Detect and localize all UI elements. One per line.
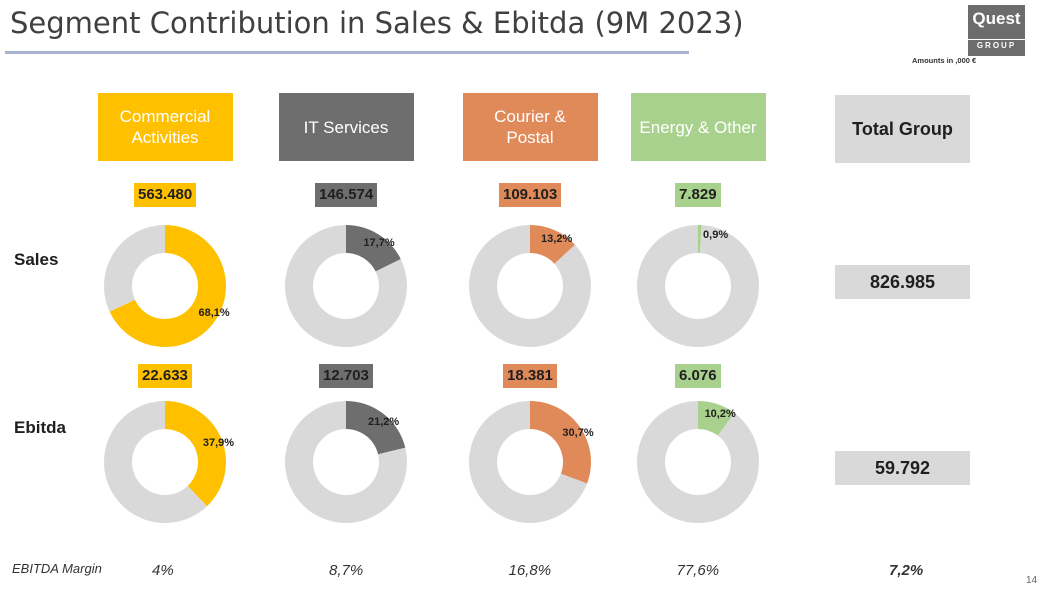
- segment-ebitda-margin: 16,8%: [508, 562, 552, 579]
- segment-header-line: Commercial: [119, 107, 211, 126]
- donut-chart: [637, 225, 759, 347]
- donut-chart: [637, 401, 759, 523]
- donut-rest-slice: [637, 401, 759, 523]
- donut-rest-slice: [103, 401, 208, 523]
- segment-ebitda-margin: 77,6%: [676, 562, 720, 579]
- total-group-header: Total Group: [835, 95, 970, 163]
- donut-share-slice: [698, 225, 702, 254]
- row-label-margin: EBITDA Margin: [12, 561, 102, 576]
- quest-logo: Quest GROUP: [968, 5, 1025, 56]
- donut-rest-slice: [637, 225, 759, 347]
- title-underline: [5, 51, 689, 54]
- segment-header-line: Courier &: [494, 107, 566, 126]
- donut-chart: [285, 225, 407, 347]
- amounts-note: Amounts in ,000 €: [912, 56, 977, 65]
- segment-ebitda-margin: 4%: [152, 562, 174, 579]
- donut-share-slice: [530, 225, 575, 264]
- segment-header-line: Activities: [131, 128, 199, 147]
- segment-header: Energy & Other: [630, 93, 766, 161]
- segment-value-label: 18.381: [503, 364, 557, 388]
- segment-share-label: 37,9%: [202, 437, 235, 450]
- segment-value-label: 6.076: [675, 364, 721, 388]
- logo-name: Quest: [972, 9, 1021, 28]
- donut-rest-slice: [285, 401, 407, 523]
- segment-share-label: 0,9%: [703, 229, 729, 242]
- donut-share-slice: [346, 225, 401, 272]
- donut-chart: [103, 401, 226, 523]
- row-label-ebitda: Ebitda: [14, 418, 66, 437]
- segment-header-label: Commercial Activities: [120, 106, 211, 148]
- page-title: Segment Contribution in Sales & Ebitda (…: [10, 6, 744, 40]
- segment-value-label: 146.574: [315, 183, 378, 207]
- total-ebitda-value: 59.792: [835, 451, 970, 485]
- segment-value-label: 109.103: [499, 183, 562, 207]
- segment-header-line: Energy & Other: [639, 117, 757, 137]
- logo-sub: GROUP: [968, 39, 1025, 51]
- donut-chart: [104, 225, 226, 347]
- total-margin-value: 7,2%: [889, 562, 924, 579]
- segment-share-label: 68,1%: [198, 307, 230, 320]
- segment-header-line: Postal: [506, 128, 554, 147]
- segment-share-label: 30,7%: [562, 426, 594, 439]
- donut-share-slice: [346, 401, 406, 455]
- donut-chart: [469, 225, 591, 347]
- segment-value-label: 7.829: [675, 183, 721, 207]
- segment-share-label: 17,7%: [363, 236, 395, 249]
- segment-value-label: 12.703: [319, 364, 373, 388]
- segment-share-label: 21,2%: [368, 415, 400, 428]
- donut-rest-slice: [469, 401, 588, 523]
- segment-header-line: IT Services: [303, 117, 389, 137]
- donut-chart: [469, 401, 591, 523]
- donut-rest-slice: [104, 225, 165, 312]
- segment-header-label: Courier & Postal: [494, 106, 566, 148]
- donut-share-slice: [165, 401, 226, 507]
- segment-value-label: 563.480: [134, 183, 197, 207]
- donut-rest-slice: [469, 225, 591, 347]
- segment-header-label: Energy & Other: [639, 117, 756, 138]
- segment-header: IT Services: [278, 93, 414, 161]
- segment-value-label: 22.633: [138, 364, 192, 388]
- donut-share-slice: [698, 401, 735, 436]
- segment-header: Courier & Postal: [462, 93, 598, 161]
- row-label-sales: Sales: [14, 250, 59, 269]
- donut-share-slice: [109, 225, 226, 347]
- segment-header: Commercial Activities: [97, 93, 233, 161]
- segment-header-label: IT Services: [304, 117, 389, 138]
- segment-share-label: 10,2%: [704, 407, 736, 420]
- donut-share-slice: [530, 401, 591, 484]
- donut-rest-slice: [285, 225, 407, 347]
- page-number: 14: [1026, 575, 1038, 586]
- total-sales-value: 826.985: [835, 265, 970, 299]
- segment-ebitda-margin: 8,7%: [329, 562, 364, 579]
- segment-share-label: 13,2%: [541, 233, 573, 246]
- donut-chart: [285, 401, 407, 523]
